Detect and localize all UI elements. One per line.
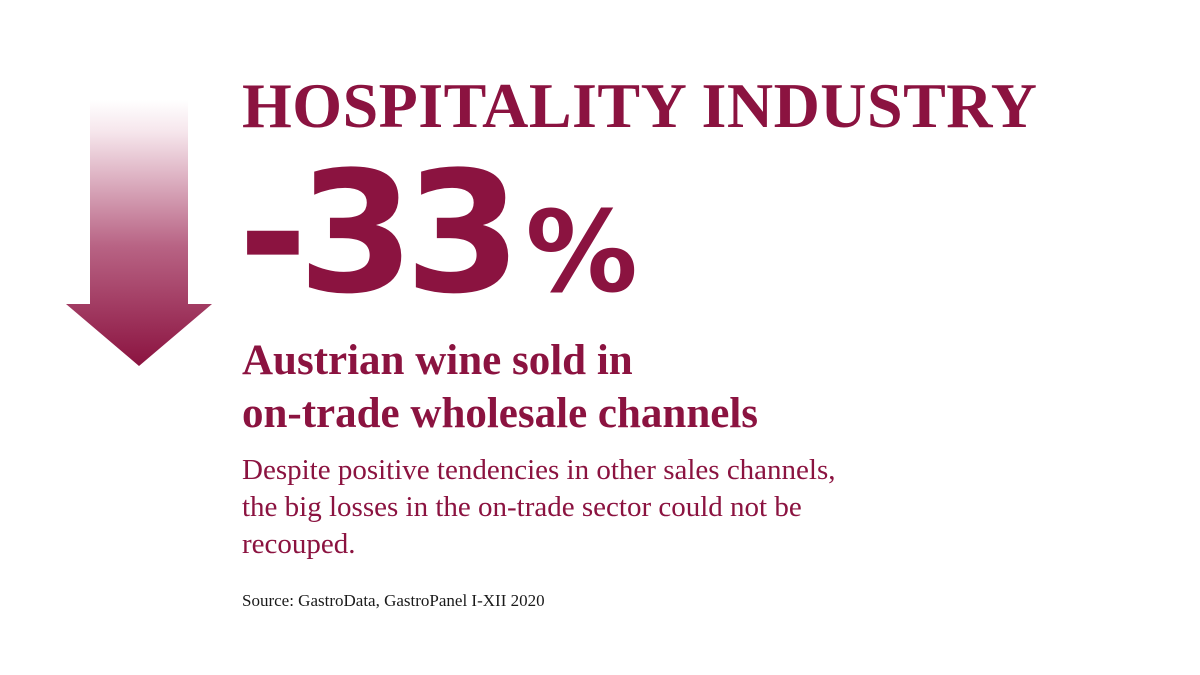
description: Despite positive tendencies in other sal… bbox=[242, 452, 836, 563]
stat-value: -33 % bbox=[238, 148, 638, 318]
source-note: Source: GastroData, GastroPanel I-XII 20… bbox=[242, 591, 545, 610]
down-arrow-icon bbox=[66, 100, 212, 366]
subheadline-line-2: on-trade wholesale channels bbox=[242, 390, 758, 437]
stat-unit: % bbox=[525, 188, 638, 318]
subheadline: Austrian wine sold in on-trade wholesale… bbox=[242, 334, 758, 440]
subheadline-line-1: Austrian wine sold in bbox=[242, 337, 633, 384]
description-line-1: Despite positive tendencies in other sal… bbox=[242, 454, 836, 486]
stat-number: -33 bbox=[238, 135, 521, 331]
description-line-3: recouped. bbox=[242, 528, 356, 560]
description-line-2: the big losses in the on-trade sector co… bbox=[242, 491, 802, 523]
headline: HOSPITALITY INDUSTRY bbox=[242, 70, 1038, 141]
